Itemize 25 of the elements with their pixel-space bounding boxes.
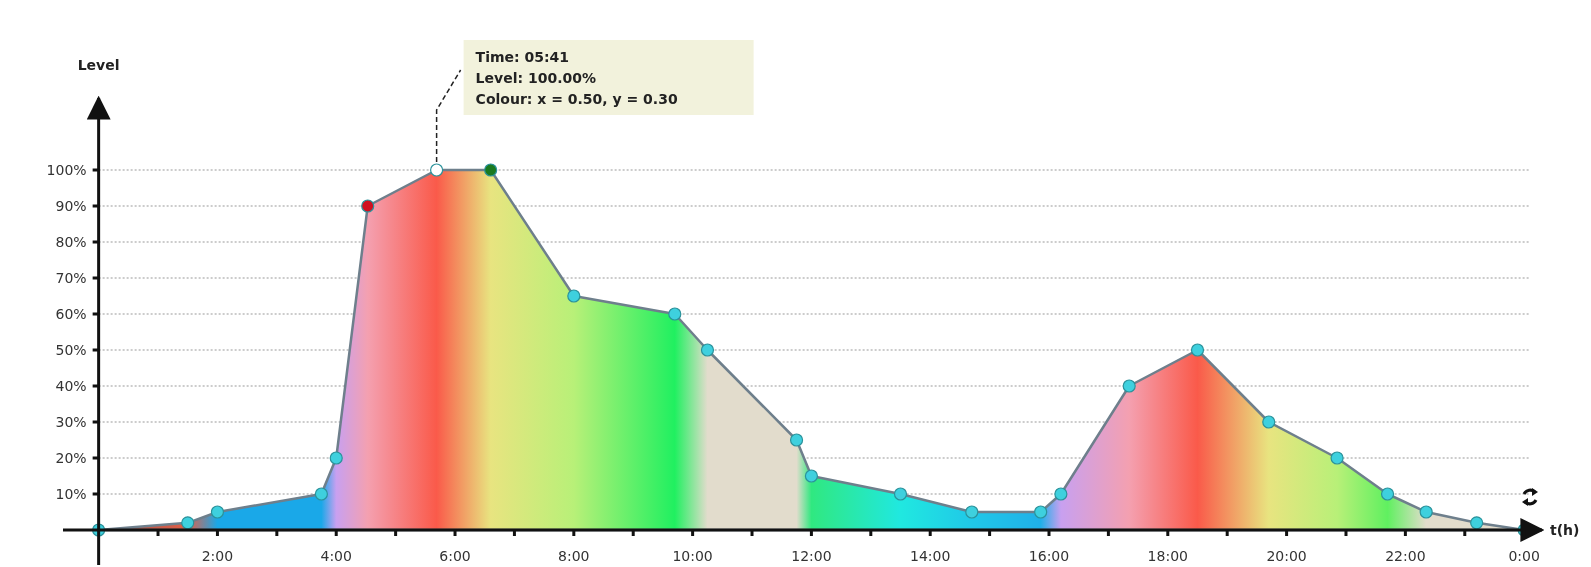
y-tick-label: 30% — [55, 414, 87, 430]
y-tick-label: 90% — [55, 198, 87, 214]
annotation: Time: 05:41 Level: 100.00% Colour: x = 0.50, y = 0.30 — [475, 49, 678, 107]
x-tick-label: 18:00 — [1147, 548, 1188, 564]
y-tick-label: 20% — [55, 450, 87, 466]
x-tick-label: 16:00 — [1028, 548, 1070, 564]
x-tick-label: 22:00 — [1385, 548, 1426, 564]
y-tick-label: 70% — [55, 270, 87, 286]
y-tick-label: 40% — [55, 378, 87, 394]
x-tick-label: 12:00 — [791, 548, 832, 564]
y-tick-label: 50% — [55, 342, 87, 358]
x-tick-label: 14:00 — [910, 548, 951, 564]
y-axis-title: Level — [77, 57, 120, 73]
x-tick-label: 4:00 — [320, 548, 352, 564]
y-tick-label: 100% — [46, 162, 87, 178]
x-tick-label: 2:00 — [201, 548, 234, 564]
x-tick-label: 10:00 — [672, 548, 713, 564]
x-tick-label: 0:00 — [1508, 548, 1540, 564]
y-tick-label: 60% — [55, 306, 87, 322]
x-tick-label: 20:00 — [1266, 548, 1307, 564]
x-tick-label: 6:00 — [439, 548, 471, 564]
x-axis-title: t(h) — [1550, 522, 1580, 538]
y-tick-label: 80% — [55, 234, 87, 250]
y-tick-label: 10% — [55, 486, 87, 502]
x-tick-label: 8:00 — [558, 548, 590, 564]
